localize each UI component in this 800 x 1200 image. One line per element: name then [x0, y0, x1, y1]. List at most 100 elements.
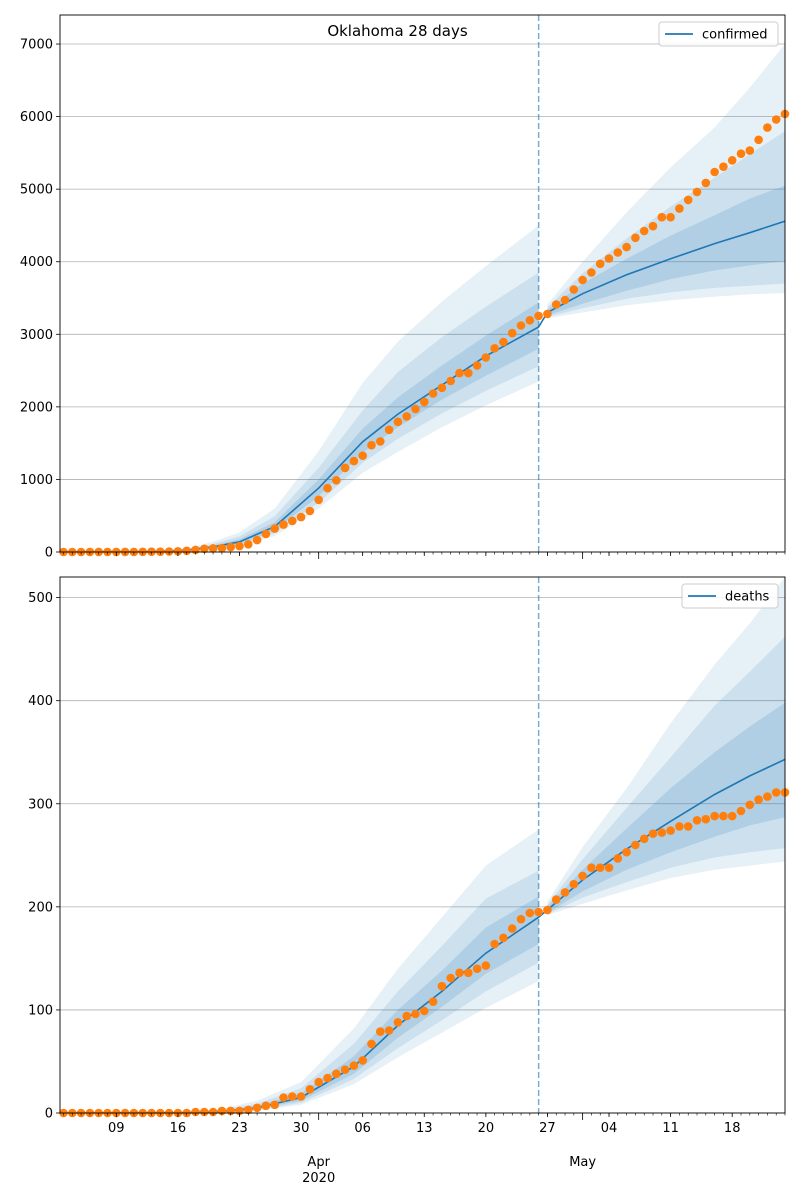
chart-title: Oklahoma 28 days [327, 22, 468, 40]
observed-point [771, 115, 781, 124]
observed-point [613, 248, 623, 257]
observed-point [200, 544, 209, 554]
x-tick-label: 20 [478, 1121, 495, 1136]
observed-point [464, 368, 473, 378]
observed-point [411, 1009, 420, 1019]
observed-point [631, 233, 640, 243]
observed-point [516, 321, 526, 330]
observed-point [288, 516, 297, 526]
uncertainty-band [547, 702, 785, 913]
observed-point [235, 541, 244, 551]
x-year-label: 2020 [302, 1171, 335, 1186]
observed-point [376, 1027, 385, 1036]
observed-point [534, 907, 543, 917]
observed-point [305, 506, 315, 516]
y-tick-label: 2000 [20, 400, 53, 415]
observed-point [296, 512, 306, 522]
observed-point [402, 1011, 412, 1021]
observed-point [376, 437, 385, 446]
observed-point [666, 826, 675, 835]
observed-point [384, 425, 394, 435]
y-tick-label: 0 [45, 1107, 53, 1122]
observed-point [525, 908, 535, 918]
observed-point [710, 811, 719, 821]
x-tick-label: 09 [108, 1121, 125, 1136]
observed-point [367, 440, 376, 450]
observed-point [420, 1006, 429, 1016]
uncertainty-band [63, 870, 539, 1113]
y-tick-label: 4000 [20, 255, 53, 270]
observed-point [164, 547, 174, 556]
observed-point [226, 542, 235, 552]
uncertainty-band [547, 577, 785, 916]
observed-point [428, 997, 438, 1006]
observed-point [578, 275, 587, 285]
observed-point [446, 973, 456, 983]
observed-point [261, 529, 271, 539]
y-tick-label: 1000 [20, 473, 53, 488]
observed-point [182, 546, 191, 556]
observed-point [727, 156, 737, 165]
observed-point [692, 187, 702, 197]
uncertainty-band [547, 636, 785, 915]
plot-area [63, 44, 785, 552]
observed-point [499, 337, 508, 347]
observed-point [314, 1077, 324, 1087]
observed-point [332, 1069, 341, 1079]
observed-point [490, 939, 499, 949]
y-tick-label: 400 [28, 694, 53, 709]
y-tick-label: 7000 [20, 38, 53, 53]
observed-point [305, 1085, 315, 1094]
uncertainty-band [63, 829, 539, 1113]
observed-point [534, 311, 543, 321]
chart-panel-1: 0 1000 2000 3000 4000 5000 6000 7000 Oklahoma 28… [20, 14, 790, 561]
observed-point [252, 535, 262, 545]
observed-point [657, 828, 667, 837]
x-tick-label: 06 [354, 1121, 371, 1136]
observed-point [279, 1093, 288, 1102]
observed-point [683, 822, 693, 831]
observed-point [613, 854, 623, 863]
y-tick-label: 300 [28, 797, 53, 812]
x-tick-label: 16 [170, 1121, 187, 1136]
observed-point [551, 895, 561, 904]
observed-point [675, 204, 684, 213]
observed-point [358, 1056, 368, 1065]
observed-point [507, 924, 517, 933]
x-tick-label: 11 [662, 1121, 679, 1136]
observed-point [358, 451, 368, 461]
observed-point [569, 879, 579, 889]
uncertainty-band [63, 272, 539, 552]
observed-point [402, 412, 412, 421]
y-tick-label: 500 [28, 591, 53, 606]
observed-point [631, 840, 640, 850]
observed-point [560, 295, 570, 305]
uncertainty-band [547, 131, 785, 317]
y-tick-label: 100 [28, 1003, 53, 1018]
x-tick-label: 04 [601, 1121, 618, 1136]
observed-point [587, 863, 596, 872]
observed-point [349, 1061, 359, 1070]
observed-point [288, 1092, 297, 1101]
x-tick-label: 30 [293, 1121, 310, 1136]
observed-point [349, 456, 359, 466]
observed-point [384, 1026, 394, 1035]
observed-point [754, 795, 763, 804]
observed-point [763, 123, 772, 132]
x-tick-label: 18 [724, 1121, 741, 1136]
observed-point [217, 543, 227, 553]
observed-point [314, 495, 324, 505]
observed-point [648, 829, 658, 838]
observed-point [340, 463, 350, 473]
observed-point [675, 822, 684, 831]
observed-point [516, 914, 526, 924]
observed-point [622, 242, 631, 252]
observed-point [710, 167, 719, 177]
observed-point [455, 968, 464, 978]
y-tick-label: 6000 [20, 110, 53, 125]
legend-label: confirmed [702, 28, 768, 43]
observed-point [569, 285, 579, 294]
observed-point [622, 847, 631, 857]
observed-point [437, 981, 447, 991]
